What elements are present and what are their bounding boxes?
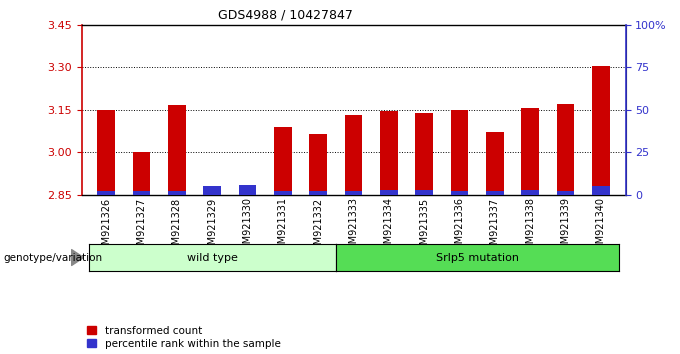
Text: genotype/variation: genotype/variation [3, 252, 103, 263]
Bar [415, 190, 433, 195]
Bar [203, 186, 221, 195]
Bar [133, 191, 150, 195]
Bar [451, 191, 469, 195]
Bar [345, 191, 362, 195]
Text: Srlp5 mutation: Srlp5 mutation [436, 252, 519, 263]
Bar [380, 190, 398, 195]
Legend: transformed count, percentile rank within the sample: transformed count, percentile rank withi… [87, 326, 280, 349]
Bar [592, 66, 610, 195]
Bar [133, 152, 150, 195]
Bar [451, 110, 469, 195]
Bar [486, 191, 504, 195]
Bar [97, 110, 115, 195]
Bar [557, 104, 575, 195]
Bar [97, 191, 115, 195]
Bar [168, 191, 186, 195]
Bar [415, 113, 433, 195]
Bar [309, 134, 327, 195]
Bar [274, 191, 292, 195]
Polygon shape [71, 250, 84, 266]
Bar [380, 111, 398, 195]
Bar [239, 184, 256, 195]
Text: wild type: wild type [187, 252, 238, 263]
Bar [592, 186, 610, 195]
Bar [486, 132, 504, 195]
Bar [557, 191, 575, 195]
Bar [168, 105, 186, 195]
Bar [309, 191, 327, 195]
Text: GDS4988 / 10427847: GDS4988 / 10427847 [218, 9, 353, 22]
Bar [522, 108, 539, 195]
Bar [274, 127, 292, 195]
Bar [522, 190, 539, 195]
Bar [345, 115, 362, 195]
